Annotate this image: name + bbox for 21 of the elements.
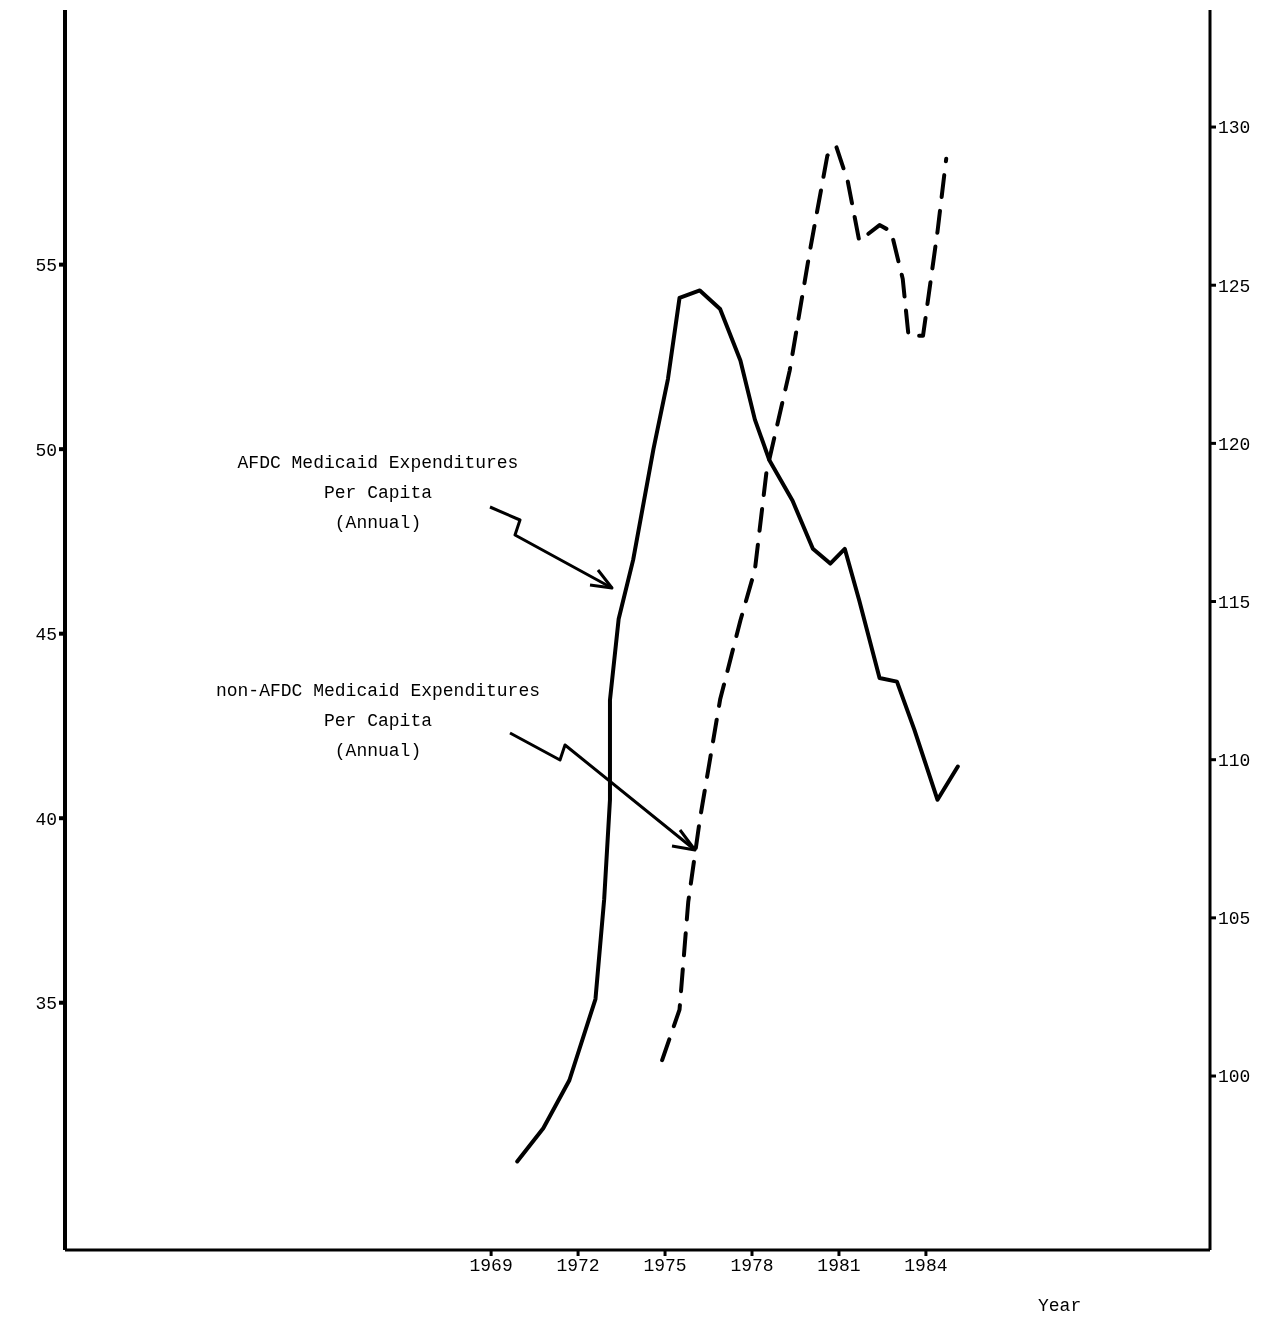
x-tick-label: 1981 (817, 1255, 861, 1276)
x-tick-label: 1972 (556, 1255, 600, 1276)
y-tick-label: 50 (35, 440, 57, 461)
y2-tick-label: 120 (1218, 434, 1251, 455)
x-tick-label: 1978 (730, 1255, 774, 1276)
y-tick-label: 45 (35, 625, 57, 646)
x-tick-label: 1969 (469, 1255, 513, 1276)
text: AFDC Medicaid Expenditures Per Capita (Annual) (236, 452, 520, 535)
x-tick-label: 1975 (643, 1255, 687, 1276)
x-axis-title: Year (1038, 1296, 1082, 1316)
y2-tick-label: 100 (1218, 1067, 1251, 1088)
y2-tick-label: 130 (1218, 118, 1251, 139)
y-tick-label: 35 (35, 994, 57, 1015)
text: non-AFDC Medicaid Expenditures Per Capita (Annual) (214, 680, 542, 763)
y2-tick-label: 115 (1218, 592, 1251, 613)
y2-tick-label: 105 (1218, 909, 1251, 930)
y2-tick-label: 125 (1218, 276, 1251, 297)
x-tick-label: 1984 (904, 1255, 948, 1276)
y-tick-label: 55 (35, 256, 57, 277)
y-tick-label: 40 (35, 809, 57, 830)
y2-tick-label: 110 (1218, 751, 1251, 772)
